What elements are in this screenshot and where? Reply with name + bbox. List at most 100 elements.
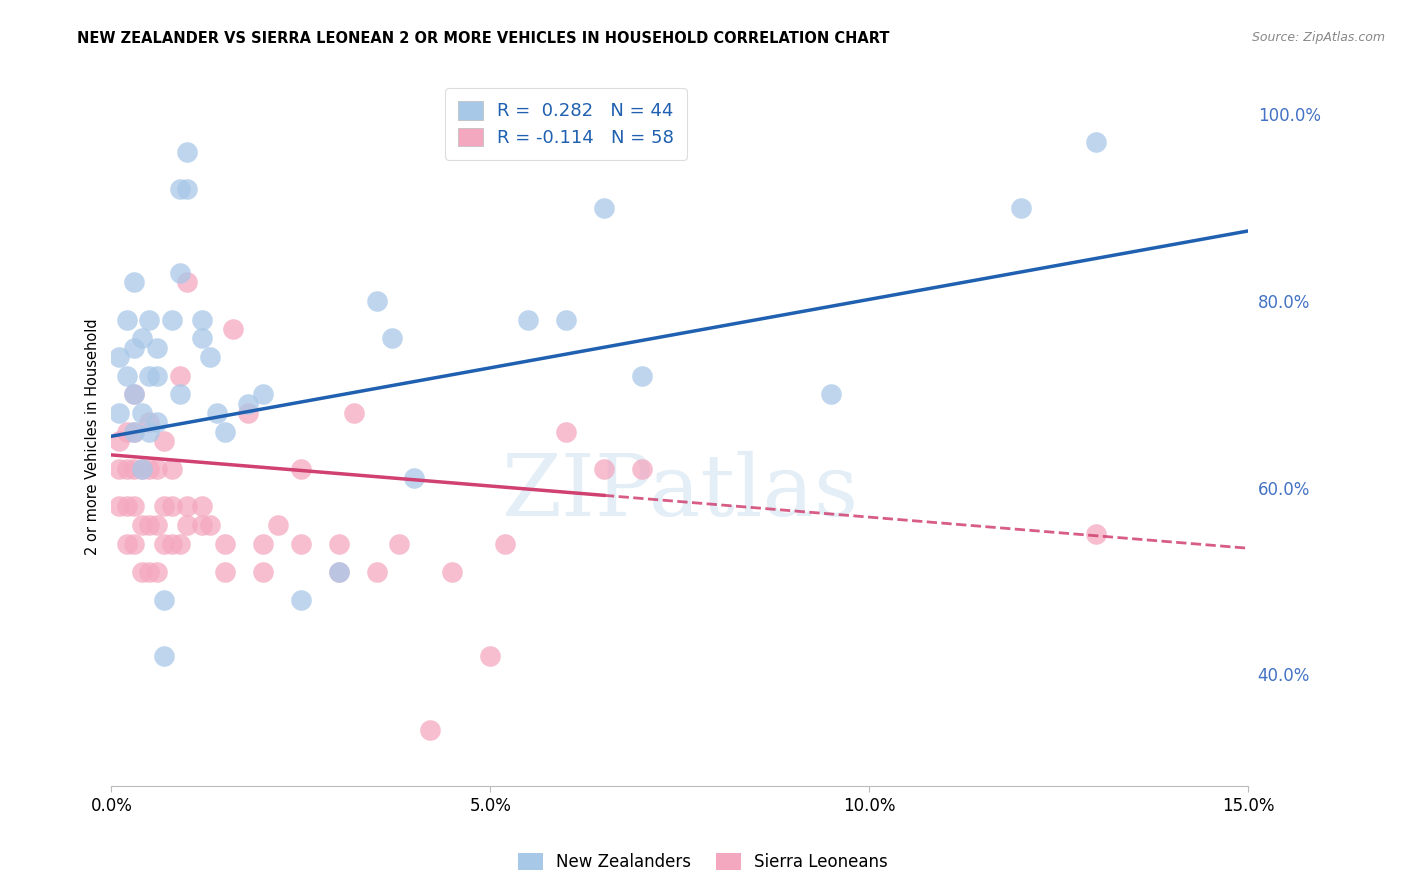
Point [153, 434, 176, 448]
Point [146, 341, 169, 355]
Point [122, 462, 145, 476]
Text: NEW ZEALANDER VS SIERRA LEONEAN 2 OR MORE VEHICLES IN HOUSEHOLD CORRELATION CHAR: NEW ZEALANDER VS SIERRA LEONEAN 2 OR MOR… [77, 31, 890, 46]
Point [122, 387, 145, 401]
Point [169, 266, 191, 280]
Point [169, 182, 191, 196]
Point [169, 368, 191, 383]
Point [138, 425, 160, 439]
Point [1010, 201, 1032, 215]
Point [131, 462, 153, 476]
Point [252, 536, 274, 550]
Point [153, 592, 176, 607]
Point [153, 536, 176, 550]
Point [404, 471, 426, 485]
Point [479, 648, 502, 663]
Point [122, 387, 145, 401]
Point [146, 565, 169, 579]
Point [115, 536, 138, 550]
Point [214, 425, 236, 439]
Point [214, 536, 236, 550]
Point [108, 350, 131, 364]
Point [138, 312, 160, 326]
Point [1085, 136, 1108, 150]
Point [138, 462, 160, 476]
Point [131, 565, 153, 579]
Point [131, 331, 153, 345]
Point [290, 462, 312, 476]
Point [115, 462, 138, 476]
Text: ZIPatlas: ZIPatlas [501, 450, 858, 533]
Point [138, 415, 160, 429]
Legend: R =  0.282   N = 44, R = -0.114   N = 58: R = 0.282 N = 44, R = -0.114 N = 58 [446, 88, 688, 160]
Point [343, 406, 366, 420]
Point [160, 312, 183, 326]
Point [153, 648, 176, 663]
Point [115, 425, 138, 439]
Point [630, 462, 652, 476]
Point [441, 565, 464, 579]
Point [198, 350, 221, 364]
Point [131, 462, 153, 476]
Point [176, 275, 198, 289]
Point [160, 500, 183, 514]
Point [146, 368, 169, 383]
Point [146, 415, 169, 429]
Point [593, 462, 616, 476]
Point [191, 500, 214, 514]
Point [176, 182, 198, 196]
Point [108, 406, 131, 420]
Point [138, 368, 160, 383]
Point [388, 536, 411, 550]
Point [555, 312, 578, 326]
Point [138, 517, 160, 532]
Point [593, 201, 616, 215]
Point [214, 565, 236, 579]
Point [191, 331, 214, 345]
Point [176, 145, 198, 159]
Point [366, 293, 388, 308]
Point [494, 536, 516, 550]
Point [290, 592, 312, 607]
Point [115, 368, 138, 383]
Point [366, 565, 388, 579]
Point [122, 341, 145, 355]
Point [267, 517, 290, 532]
Point [252, 387, 274, 401]
Point [236, 396, 259, 410]
Point [290, 536, 312, 550]
Point [122, 275, 145, 289]
Point [630, 368, 652, 383]
Point [252, 565, 274, 579]
Point [176, 500, 198, 514]
Point [236, 406, 259, 420]
Point [146, 462, 169, 476]
Point [328, 536, 350, 550]
Point [1085, 527, 1108, 541]
Text: Source: ZipAtlas.com: Source: ZipAtlas.com [1251, 31, 1385, 45]
Point [138, 565, 160, 579]
Point [131, 406, 153, 420]
Legend: New Zealanders, Sierra Leoneans: New Zealanders, Sierra Leoneans [509, 845, 897, 880]
Point [419, 723, 441, 738]
Point [122, 425, 145, 439]
Point [820, 387, 842, 401]
Y-axis label: 2 or more Vehicles in Household: 2 or more Vehicles in Household [86, 318, 100, 555]
Point [198, 517, 221, 532]
Point [122, 500, 145, 514]
Point [108, 434, 131, 448]
Point [160, 462, 183, 476]
Point [131, 517, 153, 532]
Point [169, 536, 191, 550]
Point [191, 312, 214, 326]
Point [160, 536, 183, 550]
Point [221, 322, 243, 336]
Point [555, 425, 578, 439]
Point [115, 500, 138, 514]
Point [381, 331, 404, 345]
Point [191, 517, 214, 532]
Point [169, 387, 191, 401]
Point [153, 500, 176, 514]
Point [115, 312, 138, 326]
Point [207, 406, 229, 420]
Point [517, 312, 540, 326]
